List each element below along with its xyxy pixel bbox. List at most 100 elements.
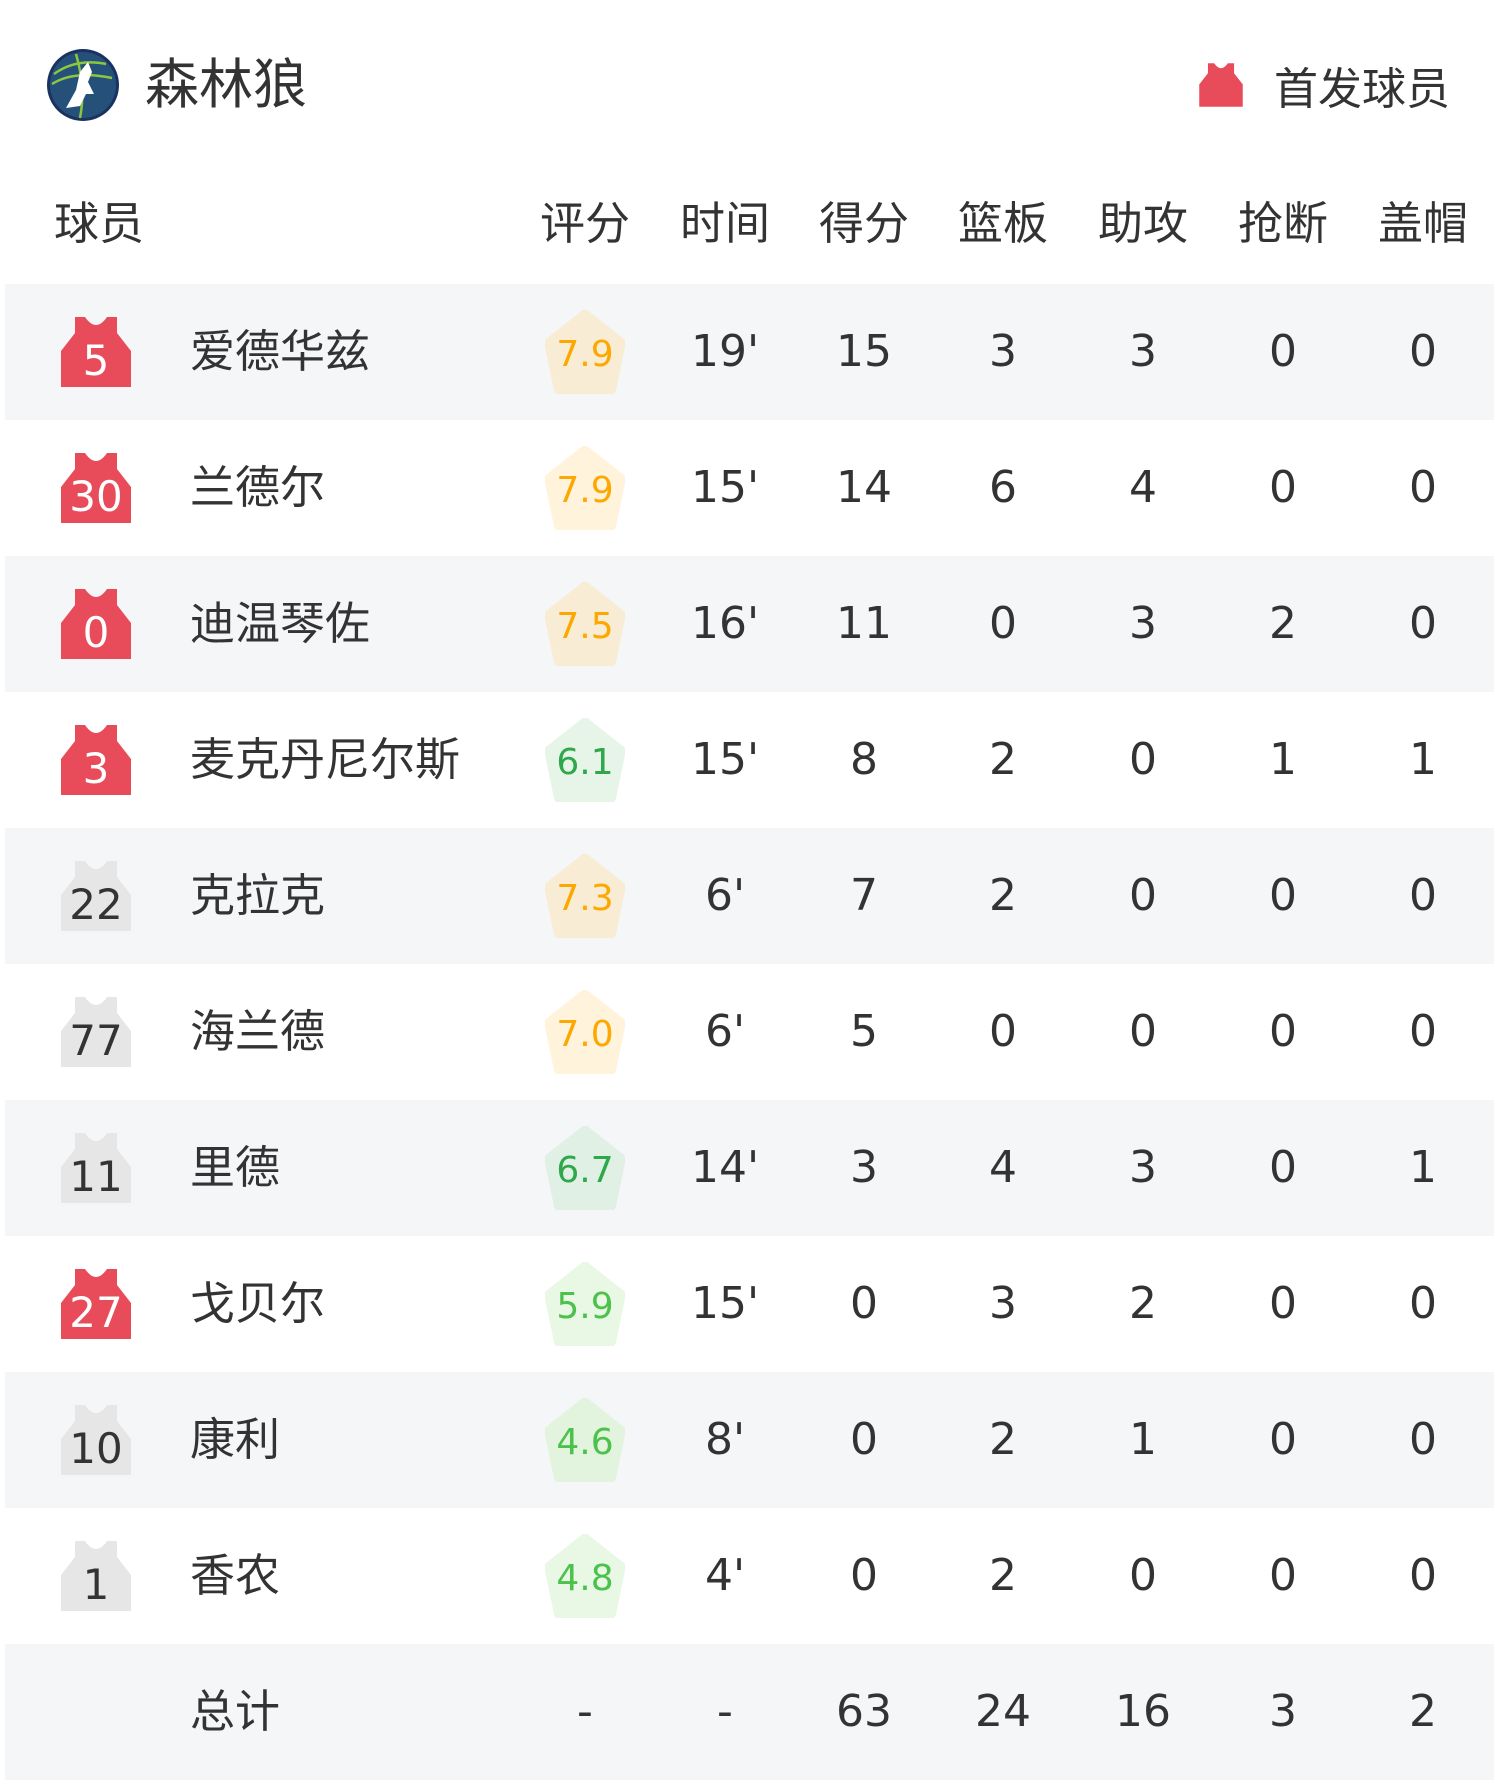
starter-legend: 首发球员 [1198, 52, 1450, 118]
rebounds-cell: 2 [989, 1550, 1017, 1601]
jersey-number: 0 [82, 608, 110, 657]
total-label: 总计 [190, 1685, 281, 1738]
total-blk-cell: 2 [1409, 1686, 1437, 1737]
jersey-icon: 0 [61, 587, 131, 661]
player-name[interactable]: 康利 [190, 1413, 281, 1466]
player-name[interactable]: 迪温琴佐 [190, 597, 371, 650]
player-row[interactable]: 1 香农 4.8 4' 0 2 0 0 0 [5, 1508, 1494, 1644]
steals-cell: 0 [1269, 1006, 1297, 1057]
player-name[interactable]: 麦克丹尼尔斯 [190, 733, 461, 786]
total-pts-cell: 63 [836, 1686, 892, 1737]
blocks-cell: 0 [1409, 1414, 1437, 1465]
player-name[interactable]: 兰德尔 [190, 461, 326, 514]
column-blocks: 盖帽 [1378, 197, 1469, 250]
player-name[interactable]: 里德 [190, 1141, 281, 1194]
assists-cell: 0 [1129, 1006, 1157, 1057]
player-row[interactable]: 11 里德 6.7 14' 3 4 3 0 1 [5, 1100, 1494, 1236]
player-name[interactable]: 戈贝尔 [190, 1277, 326, 1330]
blocks-cell: 0 [1409, 598, 1437, 649]
steals-cell: 1 [1269, 734, 1297, 785]
rating-badge: 7.5 [545, 582, 625, 666]
assists-cell: 3 [1129, 326, 1157, 377]
blocks-cell: 0 [1409, 870, 1437, 921]
blocks-cell: 1 [1409, 1142, 1437, 1193]
steals-cell: 0 [1269, 326, 1297, 377]
jersey-icon: 77 [61, 995, 131, 1069]
steals-cell: 0 [1269, 1278, 1297, 1329]
rating-value: 7.3 [556, 878, 614, 919]
rating-value: 6.1 [556, 742, 614, 783]
jersey-icon: 3 [61, 723, 131, 797]
minutes-cell: 16' [690, 598, 760, 649]
player-row[interactable]: 5 爱德华兹 7.9 19' 15 3 3 0 0 [5, 284, 1494, 420]
points-cell: 0 [850, 1550, 878, 1601]
rating-value: 4.6 [556, 1422, 614, 1463]
rebounds-cell: 2 [989, 734, 1017, 785]
column-rebounds: 篮板 [958, 197, 1049, 250]
rebounds-cell: 6 [989, 462, 1017, 513]
player-name[interactable]: 海兰德 [190, 1005, 326, 1058]
rebounds-cell: 4 [989, 1142, 1017, 1193]
player-row[interactable]: 30 兰德尔 7.9 15' 14 6 4 0 0 [5, 420, 1494, 556]
minutes-cell: 15' [690, 1278, 760, 1329]
minutes-cell: 19' [690, 326, 760, 377]
assists-cell: 3 [1129, 1142, 1157, 1193]
column-time: 时间 [680, 197, 771, 250]
assists-cell: 0 [1129, 734, 1157, 785]
jersey-icon: 10 [61, 1403, 131, 1477]
blocks-cell: 0 [1409, 462, 1437, 513]
player-row[interactable]: 0 迪温琴佐 7.5 16' 11 0 3 2 0 [5, 556, 1494, 692]
total-ast-cell: 16 [1115, 1686, 1171, 1737]
total-rating-cell: - [577, 1686, 593, 1737]
total-row: 总计 - - 63 24 16 3 2 [5, 1644, 1494, 1780]
rating-badge: 6.7 [545, 1126, 625, 1210]
minutes-cell: 6' [704, 870, 746, 921]
player-row[interactable]: 77 海兰德 7.0 6' 5 0 0 0 0 [5, 964, 1494, 1100]
rating-value: 7.9 [556, 334, 614, 375]
total-reb-cell: 24 [975, 1686, 1031, 1737]
player-row[interactable]: 27 戈贝尔 5.9 15' 0 3 2 0 0 [5, 1236, 1494, 1372]
rebounds-cell: 2 [989, 870, 1017, 921]
steals-cell: 0 [1269, 1414, 1297, 1465]
jersey-icon: 1 [61, 1539, 131, 1613]
player-name[interactable]: 爱德华兹 [190, 325, 371, 378]
rating-badge: 4.8 [545, 1534, 625, 1618]
assists-cell: 1 [1129, 1414, 1157, 1465]
rebounds-cell: 0 [989, 1006, 1017, 1057]
jersey-number: 11 [69, 1152, 123, 1201]
jersey-icon: 11 [61, 1131, 131, 1205]
column-rating: 评分 [540, 197, 631, 250]
column-points: 得分 [819, 197, 910, 250]
minutes-cell: 8' [704, 1414, 746, 1465]
jersey-icon: 5 [61, 315, 131, 389]
player-name[interactable]: 香农 [190, 1549, 281, 1602]
steals-cell: 0 [1269, 1550, 1297, 1601]
column-assists: 助攻 [1098, 197, 1189, 250]
jersey-number: 77 [69, 1016, 123, 1065]
jersey-icon: 30 [61, 451, 131, 525]
player-name[interactable]: 克拉克 [190, 869, 326, 922]
assists-cell: 0 [1129, 870, 1157, 921]
assists-cell: 0 [1129, 1550, 1157, 1601]
jersey-number: 1 [82, 1560, 110, 1609]
points-cell: 8 [850, 734, 878, 785]
points-cell: 5 [850, 1006, 878, 1057]
timberwolves-logo [47, 49, 119, 121]
jersey-number: 30 [69, 472, 123, 521]
jersey-number: 27 [69, 1288, 123, 1337]
blocks-cell: 1 [1409, 734, 1437, 785]
jersey-icon [1199, 63, 1243, 107]
player-row[interactable]: 22 克拉克 7.3 6' 7 2 0 0 0 [5, 828, 1494, 964]
points-cell: 0 [850, 1414, 878, 1465]
minutes-cell: 4' [704, 1550, 746, 1601]
blocks-cell: 0 [1409, 326, 1437, 377]
rating-badge: 7.3 [545, 854, 625, 938]
column-player: 球员 [54, 197, 145, 250]
total-time-cell: - [717, 1686, 733, 1737]
rating-badge: 5.9 [545, 1262, 625, 1346]
rating-badge: 7.9 [545, 310, 625, 394]
minutes-cell: 6' [704, 1006, 746, 1057]
player-row[interactable]: 10 康利 4.6 8' 0 2 1 0 0 [5, 1372, 1494, 1508]
rating-value: 5.9 [556, 1286, 614, 1327]
player-row[interactable]: 3 麦克丹尼尔斯 6.1 15' 8 2 0 1 1 [5, 692, 1494, 828]
